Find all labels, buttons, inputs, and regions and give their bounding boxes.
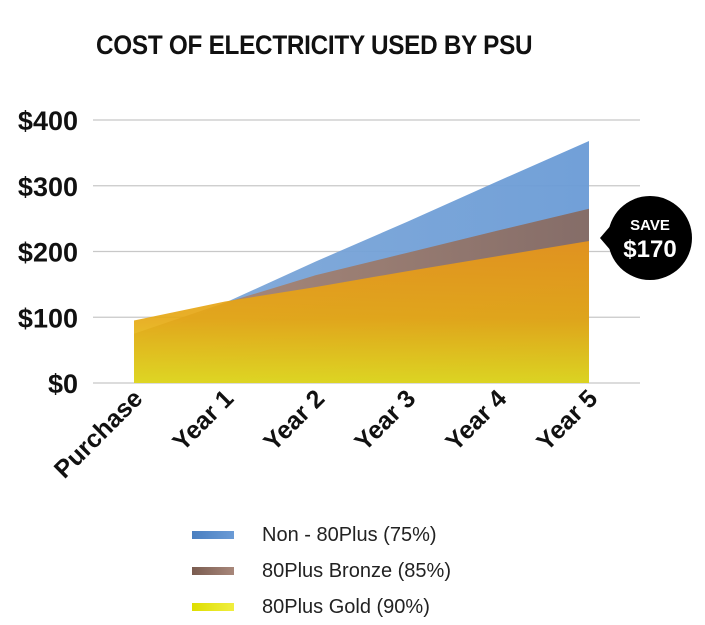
y-tick-label: $400 xyxy=(18,106,78,136)
legend-label: 80Plus Bronze (85%) xyxy=(262,559,451,582)
x-tick-label: Year 1 xyxy=(167,384,239,456)
x-tick-label: Year 5 xyxy=(531,384,603,456)
legend-swatch xyxy=(192,567,234,575)
x-tick-label: Year 4 xyxy=(440,384,512,456)
save-callout: SAVE $170 xyxy=(600,196,692,280)
legend: Non - 80Plus (75%) 80Plus Bronze (85%) 8… xyxy=(192,517,451,625)
x-tick-label: Purchase xyxy=(49,384,148,483)
legend-swatch xyxy=(192,603,234,611)
chart-areas xyxy=(134,141,589,383)
legend-label: 80Plus Gold (90%) xyxy=(262,595,430,618)
y-tick-label: $300 xyxy=(18,172,78,202)
callout-circle xyxy=(608,196,692,280)
y-tick-label: $100 xyxy=(18,303,78,333)
x-tick-label: Year 2 xyxy=(258,384,330,456)
callout-line2: $170 xyxy=(623,236,676,263)
y-tick-label: $200 xyxy=(18,238,78,268)
legend-item: Non - 80Plus (75%) xyxy=(192,517,451,553)
legend-item: 80Plus Bronze (85%) xyxy=(192,553,451,589)
legend-item: 80Plus Gold (90%) xyxy=(192,589,451,625)
legend-swatch xyxy=(192,531,234,539)
callout-line1: SAVE xyxy=(630,217,670,234)
y-tick-label: $0 xyxy=(48,369,78,399)
legend-label: Non - 80Plus (75%) xyxy=(262,523,437,546)
x-tick-label: Year 3 xyxy=(349,384,421,456)
chart-title: COST OF ELECTRICITY USED BY PSU xyxy=(96,30,533,60)
area-series xyxy=(134,240,589,383)
